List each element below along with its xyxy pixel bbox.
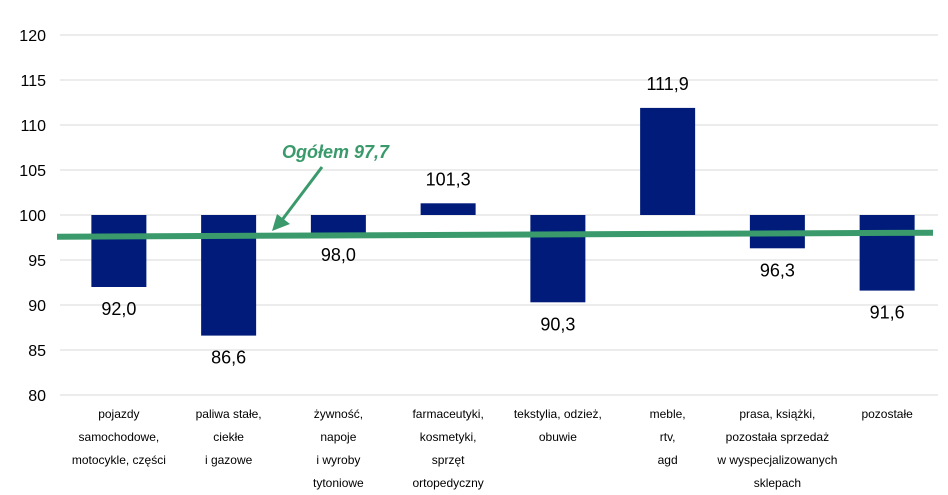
- category-label-0: pojazdy samochodowe, motocykle, części: [72, 407, 166, 467]
- y-tick-label: 85: [28, 343, 46, 360]
- category-label-line: sklepach: [754, 476, 801, 490]
- category-label-line: napoje: [320, 430, 356, 444]
- category-label-line: rtv,: [660, 430, 676, 444]
- category-label-line: żywność,: [314, 407, 363, 421]
- category-label-7: pozostałe: [861, 407, 913, 421]
- y-tick-label: 110: [20, 118, 46, 135]
- bar-5: [640, 107, 696, 215]
- y-tick-label: 90: [28, 298, 46, 315]
- category-label-2: żywność, napoje i wyroby tytoniowe: [313, 407, 364, 490]
- category-label-line: w wyspecjalizowanych: [716, 453, 837, 467]
- bar-2: [310, 215, 366, 233]
- bar-4: [530, 215, 586, 303]
- data-label-6: 96,3: [760, 260, 795, 280]
- category-label-6: prasa, książki, pozostała sprzedaż w wyspe…: [716, 407, 837, 490]
- x-axis: pojazdy samochodowe, motocykle, części pali…: [72, 407, 913, 490]
- annotation-arrow: [280, 166, 324, 221]
- grid-lines: [60, 34, 938, 396]
- annotation-arrow-head: [272, 214, 290, 231]
- category-label-line: pojazdy: [98, 407, 139, 421]
- data-labels: 92,0 86,6 98,0 101,3 90,3 111,9 96,3 91,6: [101, 74, 904, 368]
- category-label-line: farmaceutyki,: [412, 407, 483, 421]
- bar-7: [859, 215, 915, 291]
- category-label-line: i wyroby: [316, 453, 360, 467]
- y-axis: 80 85 90 95 100 105 110 115 120: [19, 28, 46, 405]
- data-label-5: 111,9: [646, 74, 688, 94]
- y-tick-label: 95: [28, 253, 46, 270]
- category-label-line: meble,: [650, 407, 686, 421]
- category-label-line: paliwa stałe,: [196, 407, 262, 421]
- data-label-1: 86,6: [211, 348, 246, 368]
- reference-line-label: Ogółem 97,7: [282, 142, 390, 162]
- y-tick-label: 115: [20, 73, 46, 90]
- y-tick-label: 120: [19, 28, 46, 45]
- category-label-line: samochodowe,: [79, 430, 160, 444]
- category-label-line: agd: [658, 453, 678, 467]
- category-label-line: i gazowe: [205, 453, 253, 467]
- reference-line-group: Ogółem 97,7: [56, 142, 934, 240]
- data-label-3: 101,3: [426, 169, 471, 189]
- bar-3: [420, 203, 476, 215]
- category-label-line: motocykle, części: [72, 453, 166, 467]
- y-tick-label: 100: [19, 208, 46, 225]
- data-label-2: 98,0: [321, 245, 356, 265]
- y-tick-label: 80: [28, 388, 46, 405]
- bars: [91, 107, 915, 336]
- category-label-line: pozostałe: [861, 407, 913, 421]
- category-label-line: ciekłe: [213, 430, 244, 444]
- reference-line: [56, 229, 934, 240]
- category-label-4: tekstylia, odzież, obuwie: [514, 407, 602, 444]
- category-label-line: tekstylia, odzież,: [514, 407, 602, 421]
- category-label-1: paliwa stałe, ciekłe i gazowe: [196, 407, 262, 467]
- category-label-line: prasa, książki,: [739, 407, 815, 421]
- y-tick-label: 105: [19, 163, 46, 180]
- data-label-7: 91,6: [870, 303, 905, 323]
- category-label-line: ortopedyczny: [412, 476, 483, 490]
- bar-0: [91, 215, 147, 287]
- data-label-0: 92,0: [101, 299, 136, 319]
- category-label-5: meble, rtv, agd: [650, 407, 686, 467]
- category-label-line: sprzęt: [432, 453, 465, 467]
- category-label-line: obuwie: [539, 430, 577, 444]
- data-label-4: 90,3: [540, 314, 575, 334]
- category-label-line: kosmetyki,: [420, 430, 477, 444]
- category-label-3: farmaceutyki, kosmetyki, sprzęt ortopedyczn…: [412, 407, 483, 490]
- category-label-line: tytoniowe: [313, 476, 364, 490]
- category-label-line: pozostała sprzedaż: [726, 430, 829, 444]
